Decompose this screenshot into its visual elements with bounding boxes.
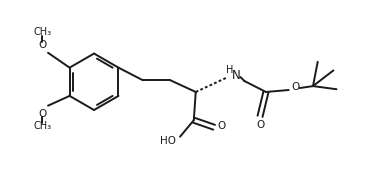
Text: O: O — [256, 120, 264, 130]
Text: O: O — [292, 82, 300, 92]
Text: N: N — [232, 69, 241, 82]
Text: H: H — [226, 65, 234, 75]
Text: O: O — [217, 121, 225, 131]
Text: O: O — [38, 108, 46, 119]
Text: O: O — [38, 40, 46, 50]
Text: CH₃: CH₃ — [33, 121, 51, 131]
Text: CH₃: CH₃ — [33, 27, 51, 37]
Text: HO: HO — [160, 136, 176, 146]
